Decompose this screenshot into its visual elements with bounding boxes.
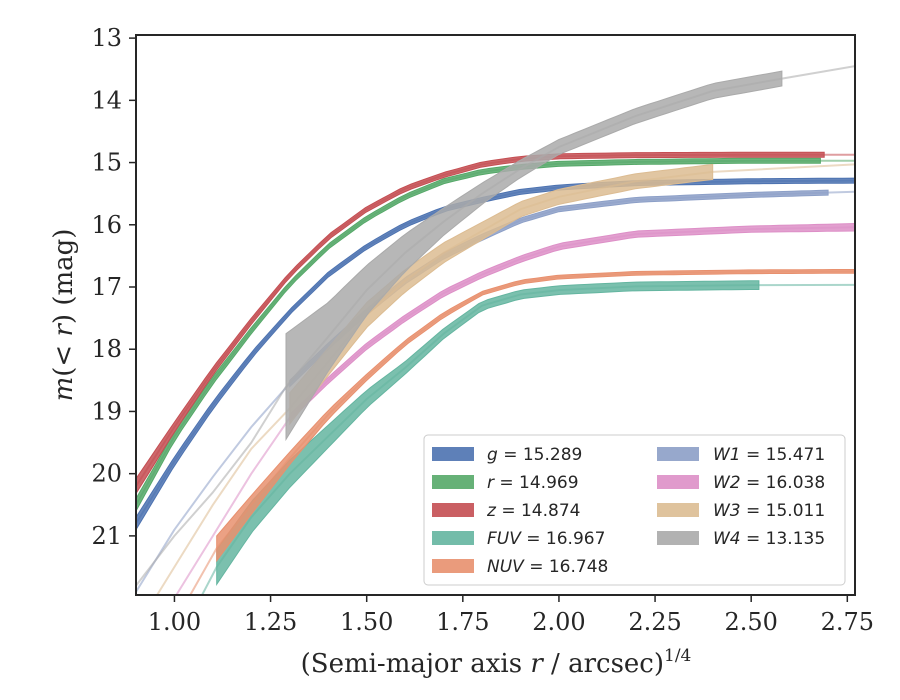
y-tick-label: 19 <box>91 397 122 425</box>
legend-swatch-fuv <box>432 531 474 545</box>
x-tick-label: 2.50 <box>724 608 777 636</box>
x-tick-label: 2.25 <box>628 608 681 636</box>
x-tick-label: 2.75 <box>821 608 874 636</box>
axis-ticks: 1.00 1.25 1.50 1.75 2.00 2.25 2.50 2.75 13 14 15 16… <box>91 24 874 636</box>
series-band-fuv <box>216 280 760 587</box>
legend-label-r: r = 14.969 <box>487 473 579 493</box>
legend-swatch-g <box>432 447 474 461</box>
series-band-w3 <box>289 163 714 426</box>
legend-swatch-w3 <box>657 503 699 517</box>
legend-label-g: g = 15.289 <box>487 445 582 465</box>
y-axis-title: m(< r) (mag) <box>49 229 79 402</box>
x-tick-label: 1.50 <box>340 608 393 636</box>
series-band-g <box>136 177 855 531</box>
legend-label-w3: W3 = 15.011 <box>713 501 825 521</box>
y-tick-label: 16 <box>91 211 122 239</box>
x-tick-label: 1.75 <box>436 608 489 636</box>
y-tick-label: 20 <box>91 460 122 488</box>
series-band-r <box>136 157 821 512</box>
legend-label-w4: W4 = 13.135 <box>713 529 825 549</box>
series-band-z <box>136 151 825 495</box>
x-tick-label: 1.00 <box>148 608 201 636</box>
x-tick-label: 1.25 <box>244 608 297 636</box>
legend-swatch-nuv <box>432 559 474 573</box>
series-band-w4 <box>285 70 783 442</box>
legend-label-w2: W2 = 16.038 <box>713 473 825 493</box>
legend-swatch-w4 <box>657 531 699 545</box>
series-band-nuv <box>216 269 855 563</box>
legend-swatch-r <box>432 475 474 489</box>
y-tick-label: 18 <box>91 335 122 363</box>
legend-swatch-z <box>432 503 474 517</box>
y-tick-label: 14 <box>91 86 122 114</box>
legend-label-fuv: FUV = 16.967 <box>487 529 605 549</box>
plot-frame <box>135 34 856 596</box>
plot-area <box>136 65 855 595</box>
legend-swatch-w1 <box>657 447 699 461</box>
legend-box <box>423 434 846 586</box>
y-tick-label: 21 <box>91 522 122 550</box>
y-tick-label: 17 <box>91 273 122 301</box>
y-tick-label: 13 <box>91 24 122 52</box>
x-axis-title: (Semi-major axis r / arcsec)1/4 <box>301 646 692 679</box>
legend: g = 15.289 r = 14.969 z = 14.874 FUV = 16.9… <box>423 434 846 586</box>
x-tick-label: 2.00 <box>532 608 585 636</box>
legend-label-z: z = 14.874 <box>486 501 580 521</box>
y-tick-label: 15 <box>91 149 122 177</box>
series-band-w2 <box>289 222 855 422</box>
legend-label-w1: W1 = 15.471 <box>713 445 825 465</box>
legend-swatch-w2 <box>657 475 699 489</box>
legend-label-nuv: NUV = 16.748 <box>487 557 608 577</box>
